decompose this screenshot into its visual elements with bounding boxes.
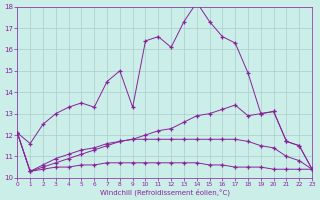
X-axis label: Windchill (Refroidissement éolien,°C): Windchill (Refroidissement éolien,°C) bbox=[100, 188, 230, 196]
